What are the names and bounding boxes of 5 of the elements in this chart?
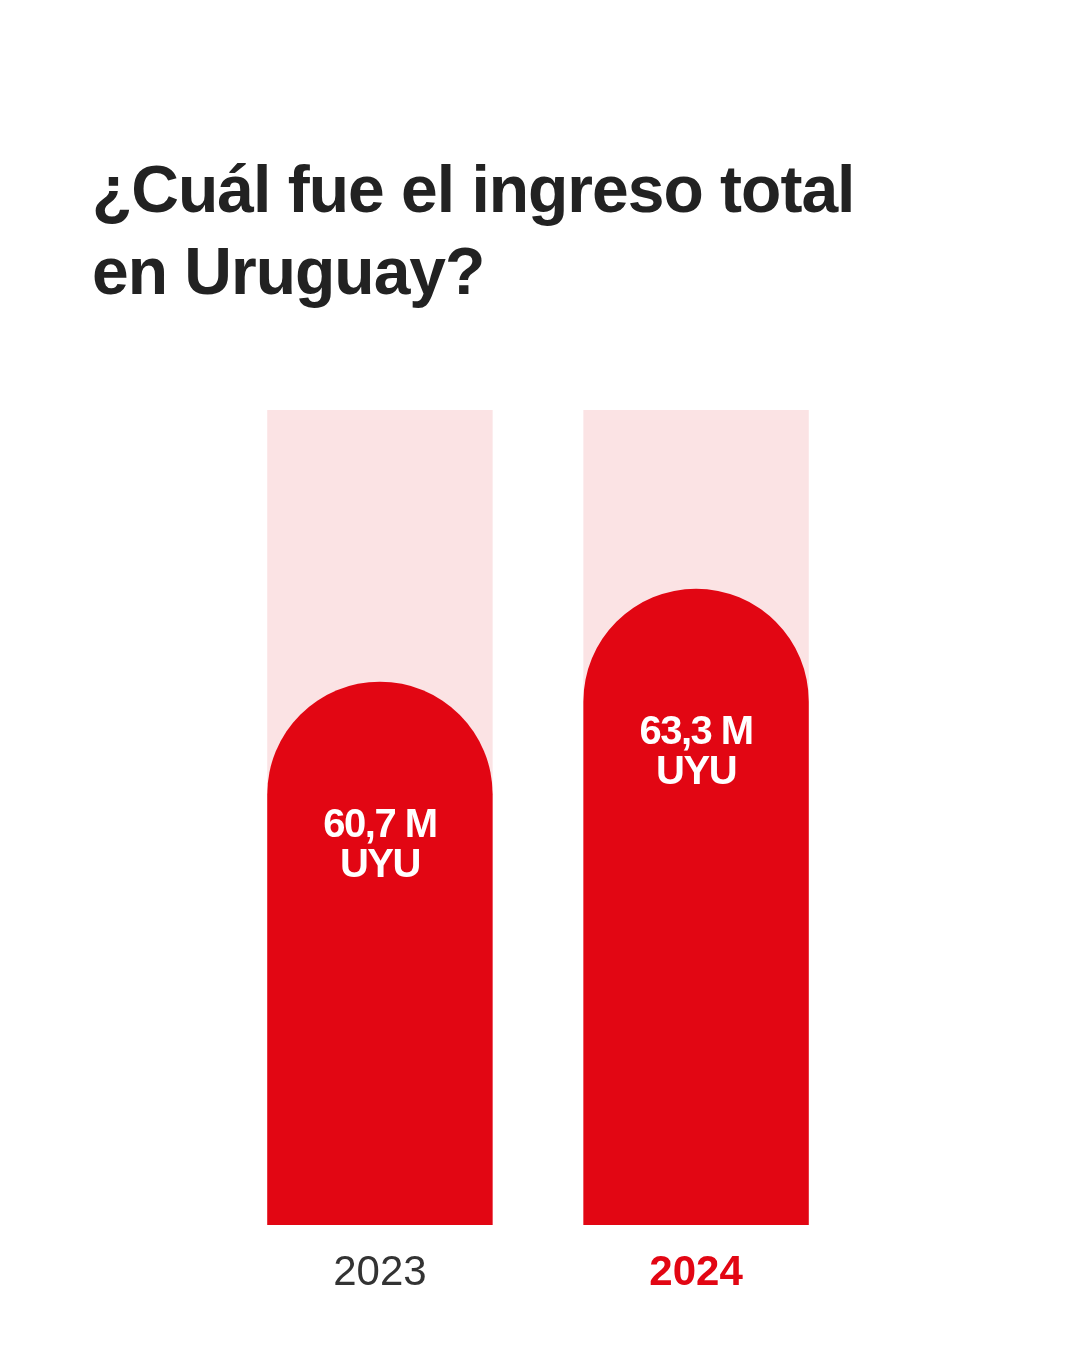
x-tick-label: 2023 [333,1247,427,1294]
x-tick-label: 2024 [649,1247,744,1294]
data-label: 60,7 M UYU [323,800,437,885]
data-label: 63,3 M UYU [639,707,753,792]
chart-title: ¿Cuál fue el ingreso total en Uruguay? [92,152,855,308]
